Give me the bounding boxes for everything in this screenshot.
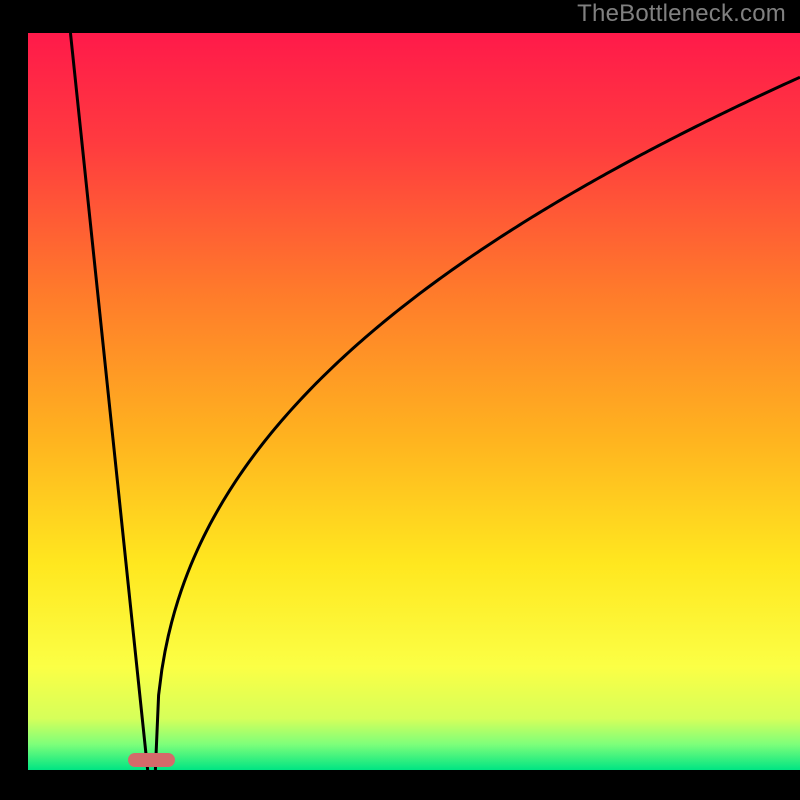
right-curve [155,77,800,770]
left-line [70,33,147,770]
curves-layer [0,0,800,800]
chart-container: TheBottleneck.com [0,0,800,800]
watermark-text: TheBottleneck.com [577,0,786,28]
optimal-marker [128,753,174,767]
